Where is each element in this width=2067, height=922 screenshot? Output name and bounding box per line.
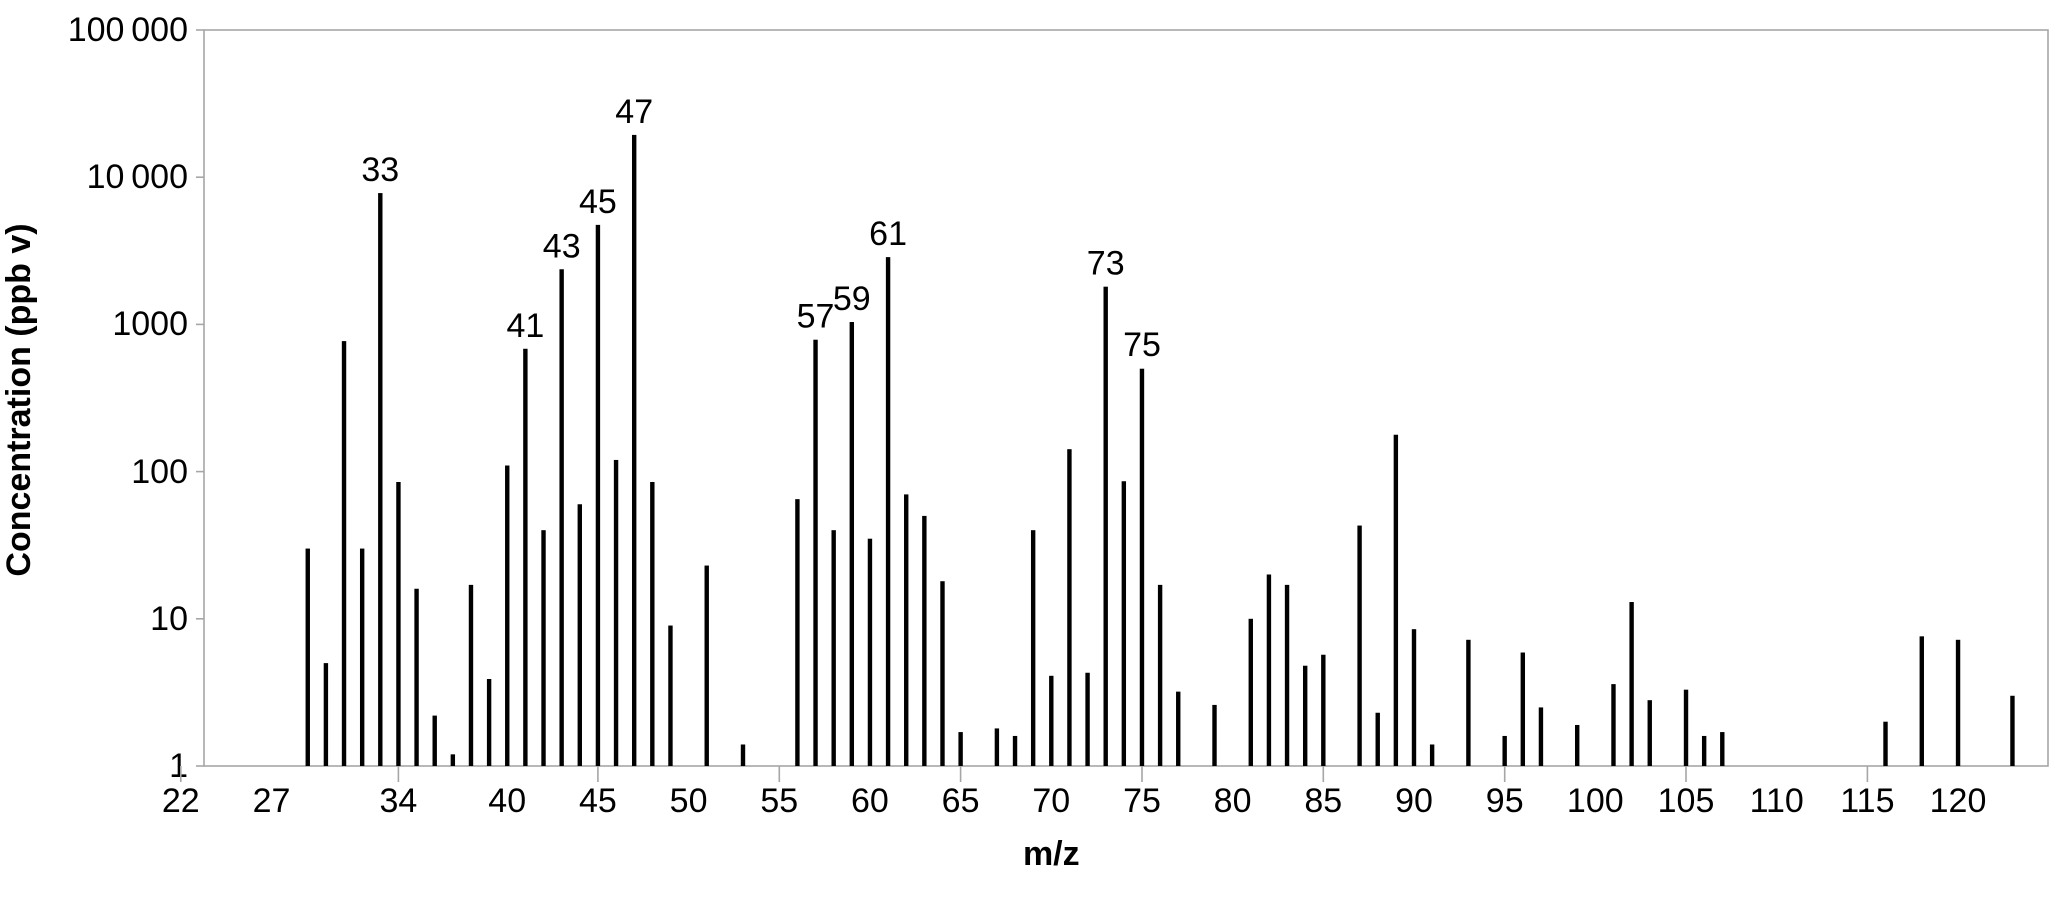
svg-text:50: 50	[670, 782, 708, 820]
svg-text:59: 59	[833, 280, 871, 318]
svg-text:10: 10	[150, 600, 188, 638]
svg-text:1: 1	[169, 747, 188, 785]
svg-text:40: 40	[488, 782, 526, 820]
svg-text:100: 100	[1567, 782, 1624, 820]
svg-text:41: 41	[506, 307, 544, 345]
svg-text:100 000: 100 000	[68, 11, 188, 49]
svg-text:55: 55	[760, 782, 798, 820]
svg-text:57: 57	[797, 298, 835, 336]
svg-text:105: 105	[1658, 782, 1715, 820]
svg-text:60: 60	[851, 782, 889, 820]
svg-text:Concentration (ppb v): Concentration (ppb v)	[0, 223, 38, 576]
svg-text:10 000: 10 000	[87, 158, 188, 196]
svg-text:73: 73	[1087, 245, 1125, 283]
svg-text:43: 43	[543, 227, 581, 265]
svg-text:47: 47	[615, 93, 653, 131]
svg-text:75: 75	[1123, 782, 1161, 820]
svg-text:22: 22	[162, 782, 200, 820]
svg-text:95: 95	[1486, 782, 1524, 820]
svg-text:115: 115	[1840, 782, 1894, 820]
svg-text:m/z: m/z	[1023, 835, 1080, 873]
svg-text:100: 100	[131, 453, 188, 491]
svg-text:70: 70	[1032, 782, 1070, 820]
svg-text:90: 90	[1395, 782, 1433, 820]
svg-text:33: 33	[361, 151, 399, 189]
svg-text:34: 34	[379, 782, 417, 820]
svg-text:110: 110	[1750, 782, 1804, 820]
svg-text:85: 85	[1304, 782, 1342, 820]
svg-text:1000: 1000	[112, 305, 188, 343]
svg-text:65: 65	[942, 782, 980, 820]
svg-text:45: 45	[579, 782, 617, 820]
svg-text:80: 80	[1214, 782, 1252, 820]
svg-text:61: 61	[869, 215, 907, 253]
svg-text:75: 75	[1123, 326, 1161, 364]
svg-text:45: 45	[579, 183, 617, 221]
svg-text:120: 120	[1930, 782, 1987, 820]
svg-text:27: 27	[253, 782, 291, 820]
